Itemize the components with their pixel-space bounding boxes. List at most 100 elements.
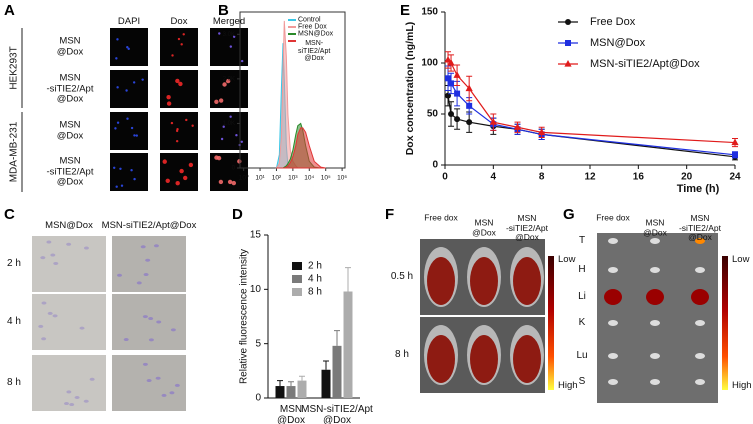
cell xyxy=(188,162,194,168)
y-axis-label: Relative fluorescence intensity xyxy=(239,249,250,384)
organ xyxy=(650,353,660,359)
cell xyxy=(64,402,70,406)
legend-label: Control xyxy=(298,16,321,24)
colorbar-label: Low xyxy=(732,253,750,265)
micrograph xyxy=(32,355,106,411)
cell xyxy=(148,338,154,342)
cell xyxy=(136,281,142,285)
bar xyxy=(275,386,285,398)
signal xyxy=(513,257,541,305)
cell xyxy=(79,326,85,330)
row-label: MSN @Dox xyxy=(56,119,84,141)
marker xyxy=(448,111,455,117)
micrograph xyxy=(32,294,106,350)
cell xyxy=(126,117,129,120)
error-bar xyxy=(288,381,294,387)
cell xyxy=(214,155,219,160)
marker xyxy=(731,138,739,146)
cell xyxy=(176,127,179,131)
group-label: MDA-MB-231 xyxy=(9,121,20,182)
cell xyxy=(166,101,172,106)
organ xyxy=(650,320,660,326)
organ xyxy=(695,238,705,244)
cell xyxy=(165,178,170,183)
legend-marker xyxy=(564,60,572,67)
column-label: MSN-siTIE2/Apt@Dox xyxy=(101,219,197,231)
cell xyxy=(218,179,224,185)
micrograph xyxy=(110,70,148,108)
cell xyxy=(191,124,194,127)
cell xyxy=(171,54,174,57)
panel-label: B xyxy=(218,2,229,19)
x-tick-label: 24 xyxy=(729,172,741,183)
organ xyxy=(695,353,705,359)
cell xyxy=(133,134,136,137)
cell xyxy=(237,159,242,164)
marker xyxy=(445,92,452,99)
x-tick-label: 12 xyxy=(584,172,596,183)
cell xyxy=(175,78,180,84)
row-label: Lu xyxy=(576,349,588,361)
cell xyxy=(146,379,152,383)
cell xyxy=(170,328,176,332)
legend-label: 8 h xyxy=(308,287,322,298)
row-label: 2 h xyxy=(7,257,21,269)
panel-label: A xyxy=(4,2,15,19)
signal xyxy=(513,335,541,383)
row-label: MSN -siTIE2/Apt @Dox xyxy=(46,155,94,188)
legend-label: Free Dox xyxy=(590,16,636,28)
micrograph xyxy=(112,236,186,292)
legend-label: Free Dox xyxy=(298,23,327,31)
organ xyxy=(695,320,705,326)
cell xyxy=(169,391,175,395)
x-tick-label: 10¹ xyxy=(255,175,265,182)
y-tick-label: 15 xyxy=(250,230,262,241)
cell xyxy=(240,59,244,63)
x-tick-label: MSN @Dox xyxy=(277,404,305,424)
cell xyxy=(38,324,44,328)
column-label: MSN @Dox xyxy=(472,217,496,237)
marker xyxy=(454,90,461,97)
cell xyxy=(140,245,146,249)
cell xyxy=(183,175,188,181)
cell xyxy=(114,127,117,130)
x-tick-label: 4 xyxy=(491,172,497,183)
y-tick-label: 0 xyxy=(255,393,261,404)
x-tick-label: 20 xyxy=(681,172,693,183)
cell xyxy=(74,395,80,399)
cell xyxy=(156,320,162,324)
y-tick-label: 100 xyxy=(421,58,438,69)
marker xyxy=(732,151,738,158)
x-tick-label: 10² xyxy=(272,175,282,182)
legend-marker xyxy=(565,19,571,25)
y-tick-label: 10 xyxy=(250,284,262,295)
micrograph xyxy=(112,355,186,411)
x-tick-label: 10⁴ xyxy=(304,175,314,182)
cell xyxy=(113,166,116,169)
marker xyxy=(489,118,497,125)
cell xyxy=(53,261,59,265)
cell xyxy=(119,167,122,171)
column-label: Dox xyxy=(170,15,188,27)
cell xyxy=(143,273,149,277)
bar xyxy=(332,345,342,398)
micrograph xyxy=(110,112,148,150)
row-label: MSN -siTIE2/Apt @Dox xyxy=(46,72,94,105)
histogram-area xyxy=(276,127,326,169)
cell xyxy=(115,185,118,188)
marker xyxy=(453,71,461,78)
cell xyxy=(127,47,130,51)
cell xyxy=(125,89,128,92)
row-label: T xyxy=(578,234,586,246)
micrograph xyxy=(110,28,148,66)
x-tick-label: 16 xyxy=(633,172,645,183)
cell xyxy=(89,377,95,381)
micrograph xyxy=(160,112,198,150)
y-tick-label: 3.0K xyxy=(223,32,235,38)
micrograph xyxy=(112,294,186,350)
organ xyxy=(695,267,705,273)
error-bar xyxy=(323,360,329,370)
marker xyxy=(444,55,452,63)
cell xyxy=(40,256,46,260)
